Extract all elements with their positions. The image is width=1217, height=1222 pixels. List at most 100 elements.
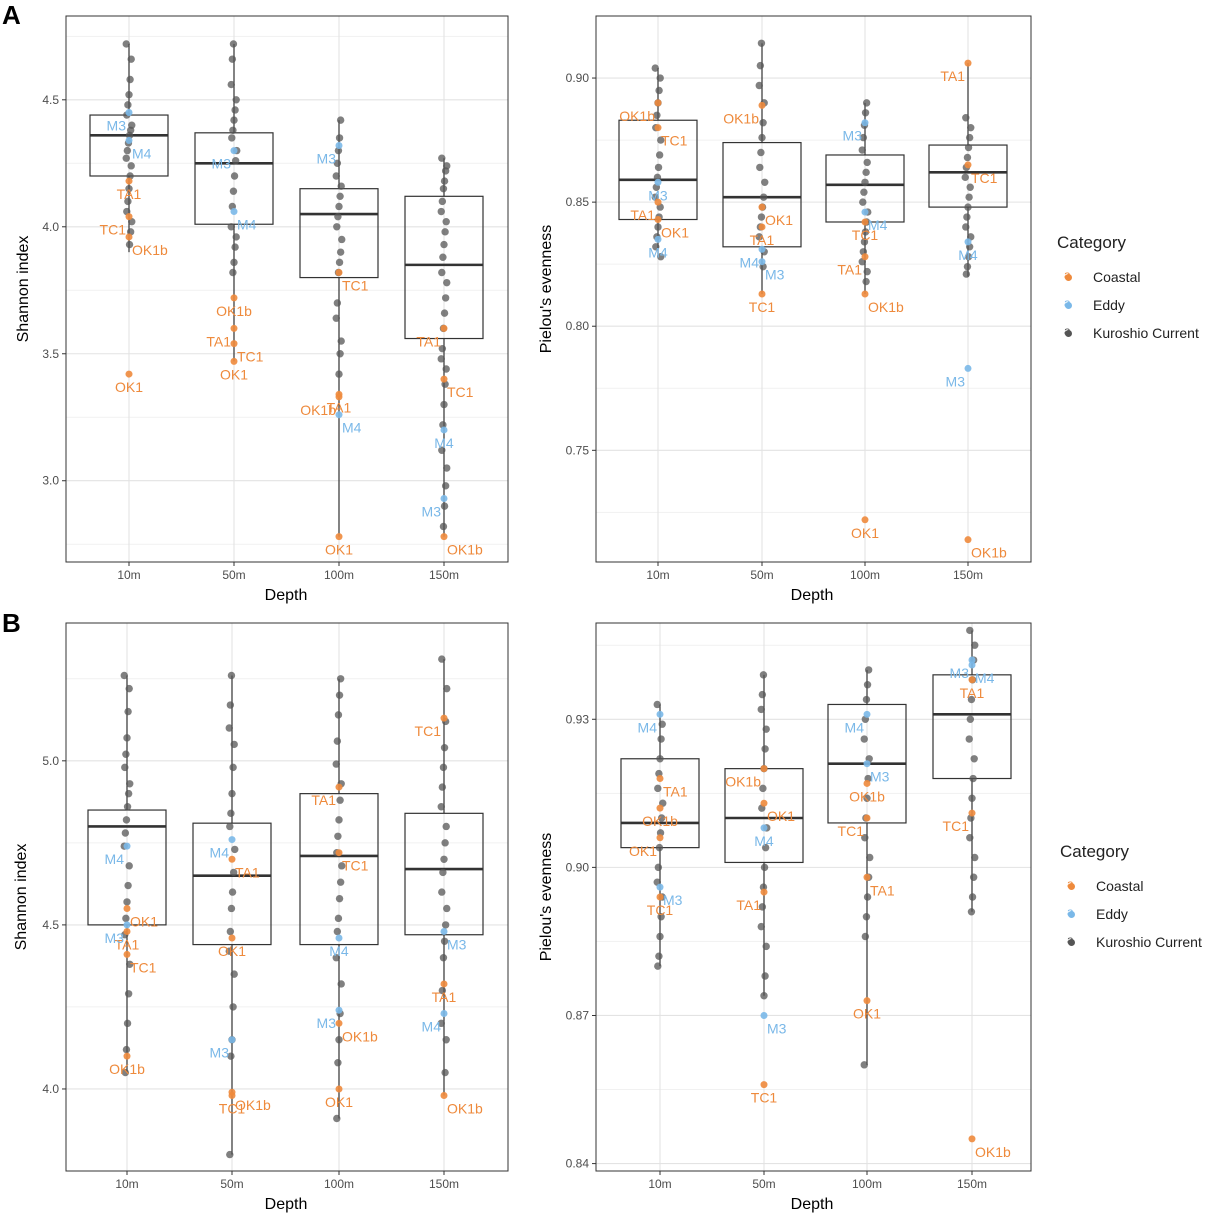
point-kuroshio xyxy=(123,898,131,906)
plot-border xyxy=(65,622,509,1172)
point-coastal xyxy=(760,799,768,807)
point-coastal xyxy=(335,533,343,541)
point-kuroshio xyxy=(966,183,974,191)
point-kuroshio xyxy=(861,178,869,186)
point-coastal xyxy=(440,533,448,541)
point-kuroshio xyxy=(862,168,870,177)
point-kuroshio xyxy=(439,954,448,962)
point-kuroshio xyxy=(333,223,341,231)
point-kuroshio xyxy=(443,904,451,913)
point-kuroshio xyxy=(337,182,345,190)
point-label: TA1 xyxy=(235,864,260,880)
point-label: M3 xyxy=(843,128,863,144)
point-kuroshio xyxy=(757,922,765,931)
point-kuroshio xyxy=(866,853,874,862)
point-kuroshio xyxy=(967,695,976,704)
point-coastal xyxy=(758,223,766,231)
legend-label-eddy: Eddy xyxy=(1093,297,1125,313)
point-label: OK1 xyxy=(115,379,143,395)
point-kuroshio xyxy=(863,893,872,901)
point-label: M4 xyxy=(329,943,349,959)
point-kuroshio xyxy=(333,1114,341,1123)
point-kuroshio xyxy=(654,784,662,793)
point-kuroshio xyxy=(230,970,238,978)
point-kuroshio xyxy=(122,40,130,48)
point-kuroshio xyxy=(124,197,132,206)
point-kuroshio xyxy=(337,980,345,988)
point-label: TA1 xyxy=(416,333,441,349)
point-kuroshio xyxy=(333,927,342,936)
point-kuroshio xyxy=(968,794,976,802)
point-kuroshio xyxy=(964,253,973,261)
y-tick-label: 4.5 xyxy=(42,918,59,932)
legend-item-coastal: a Coastal xyxy=(1057,263,1199,291)
point-label: M3 xyxy=(422,504,442,520)
point-kuroshio xyxy=(438,655,446,663)
point-label: TA1 xyxy=(736,897,761,913)
y-tick-label: 0.75 xyxy=(566,443,590,457)
point-kuroshio xyxy=(654,163,663,172)
point-kuroshio xyxy=(438,154,446,162)
point-kuroshio xyxy=(335,258,344,267)
point-coastal xyxy=(861,253,869,261)
point-label: M3 xyxy=(765,267,785,283)
point-kuroshio xyxy=(964,143,973,152)
point-kuroshio xyxy=(335,894,344,903)
legend-item-eddy: a Eddy xyxy=(1060,900,1202,928)
point-kuroshio xyxy=(232,233,240,241)
point-kuroshio xyxy=(337,337,345,345)
point-label: M3 xyxy=(210,1045,230,1061)
point-kuroshio xyxy=(338,235,346,244)
point-kuroshio xyxy=(441,482,450,490)
point-kuroshio xyxy=(861,834,869,842)
point-label: TA1 xyxy=(327,399,352,415)
point-kuroshio xyxy=(227,809,235,818)
point-label: M3 xyxy=(317,151,337,167)
point-coastal xyxy=(968,676,976,684)
point-label: OK1b xyxy=(216,303,252,319)
point-kuroshio xyxy=(336,675,345,683)
y-tick-label: 3.5 xyxy=(42,347,59,361)
point-eddy xyxy=(123,842,131,850)
point-kuroshio xyxy=(963,262,972,271)
point-eddy xyxy=(440,927,448,935)
point-label: OK1 xyxy=(767,808,795,824)
point-kuroshio xyxy=(332,172,340,180)
point-kuroshio xyxy=(335,134,344,142)
point-kuroshio xyxy=(334,832,342,840)
point-label: M3 xyxy=(950,665,970,681)
point-kuroshio xyxy=(334,212,342,221)
x-tick-label: 150m xyxy=(429,568,459,582)
point-kuroshio xyxy=(124,707,132,716)
y-axis-label: Pielou's evenness xyxy=(538,833,555,961)
point-kuroshio xyxy=(232,96,240,104)
point-label: OK1b xyxy=(975,1144,1011,1160)
point-kuroshio xyxy=(860,238,869,246)
y-tick-label: 0.85 xyxy=(566,195,590,209)
point-coastal xyxy=(125,177,133,185)
point-label: TC1 xyxy=(100,222,127,238)
plot-4: 0.84 0.87 0.90 0.93 10m 50m 100m 150m Depth Pielo… xyxy=(538,622,1032,1213)
point-label: M4 xyxy=(210,845,230,861)
point-kuroshio xyxy=(965,133,974,142)
legend-key-kuroshio: a xyxy=(1067,933,1075,947)
point-kuroshio xyxy=(125,240,134,249)
point-coastal xyxy=(335,268,343,276)
point-kuroshio xyxy=(859,198,867,206)
point-label: TC1 xyxy=(237,349,264,365)
point-eddy xyxy=(125,109,133,117)
point-kuroshio xyxy=(755,233,763,241)
point-label: OK1 xyxy=(661,225,689,241)
point-kuroshio xyxy=(657,814,666,822)
x-tick-label: 50m xyxy=(750,568,773,582)
point-kuroshio xyxy=(123,1019,132,1028)
point-kuroshio xyxy=(656,932,664,941)
point-coastal xyxy=(440,324,448,332)
point-kuroshio xyxy=(437,355,445,363)
point-label: TA1 xyxy=(750,232,775,248)
point-label: OK1 xyxy=(853,1006,881,1022)
point-kuroshio xyxy=(862,913,871,921)
point-kuroshio xyxy=(229,268,237,277)
point-kuroshio xyxy=(652,243,660,251)
point-kuroshio xyxy=(657,735,665,743)
